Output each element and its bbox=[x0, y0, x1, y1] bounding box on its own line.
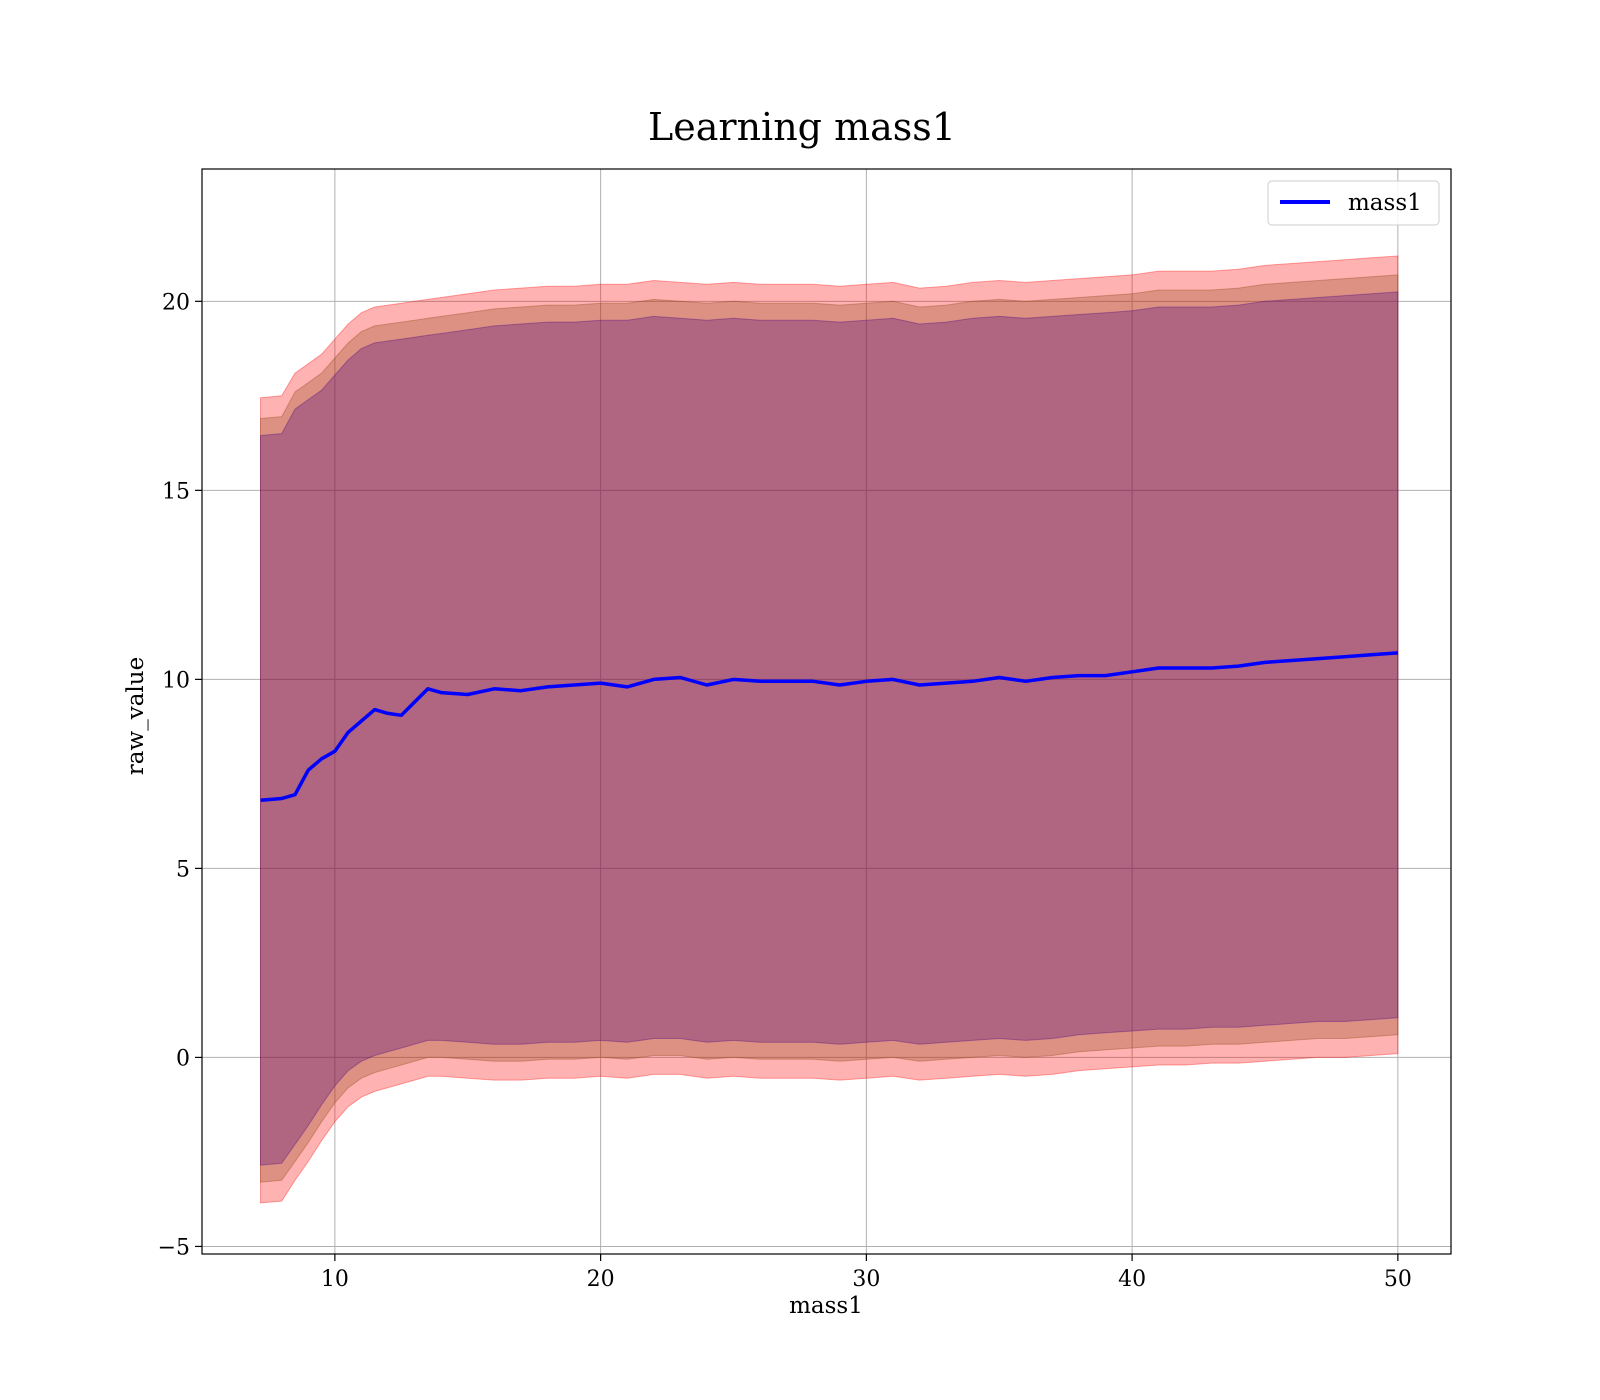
x-tick-label-2: 30 bbox=[852, 1267, 880, 1292]
y-axis-ticks: −5 0 5 10 15 20 bbox=[158, 290, 202, 1260]
band-inner bbox=[260, 291, 1399, 1166]
legend-box bbox=[1267, 180, 1440, 226]
bands bbox=[260, 255, 1399, 1204]
y-axis-label: raw_value bbox=[123, 657, 149, 775]
legend: mass1 bbox=[1267, 180, 1440, 226]
grid bbox=[202, 169, 1451, 1254]
y-tick-label-3: 10 bbox=[162, 668, 190, 693]
y-tick-label-2: 5 bbox=[176, 857, 190, 882]
plot-frame bbox=[201, 168, 1452, 1255]
x-tick-label-1: 20 bbox=[587, 1267, 615, 1292]
x-tick-label-0: 10 bbox=[321, 1267, 349, 1292]
x-tick-label-3: 40 bbox=[1118, 1267, 1146, 1292]
band-middle bbox=[260, 274, 1399, 1183]
x-axis-label: mass1 bbox=[789, 1293, 863, 1319]
y-tick-label-1: 0 bbox=[176, 1046, 190, 1071]
series-lines bbox=[260, 651, 1399, 803]
y-tick-label-5: 20 bbox=[162, 290, 190, 315]
x-tick-label-4: 50 bbox=[1384, 1267, 1412, 1292]
band-outer bbox=[260, 255, 1399, 1204]
x-axis-ticks: 10 20 30 40 50 bbox=[321, 1254, 1412, 1292]
y-tick-label-0: −5 bbox=[158, 1235, 190, 1260]
series-line-0 bbox=[260, 651, 1399, 803]
legend-label-mass1: mass1 bbox=[1348, 190, 1422, 216]
y-tick-label-4: 15 bbox=[162, 479, 190, 504]
chart-title: Learning mass1 bbox=[648, 105, 956, 149]
